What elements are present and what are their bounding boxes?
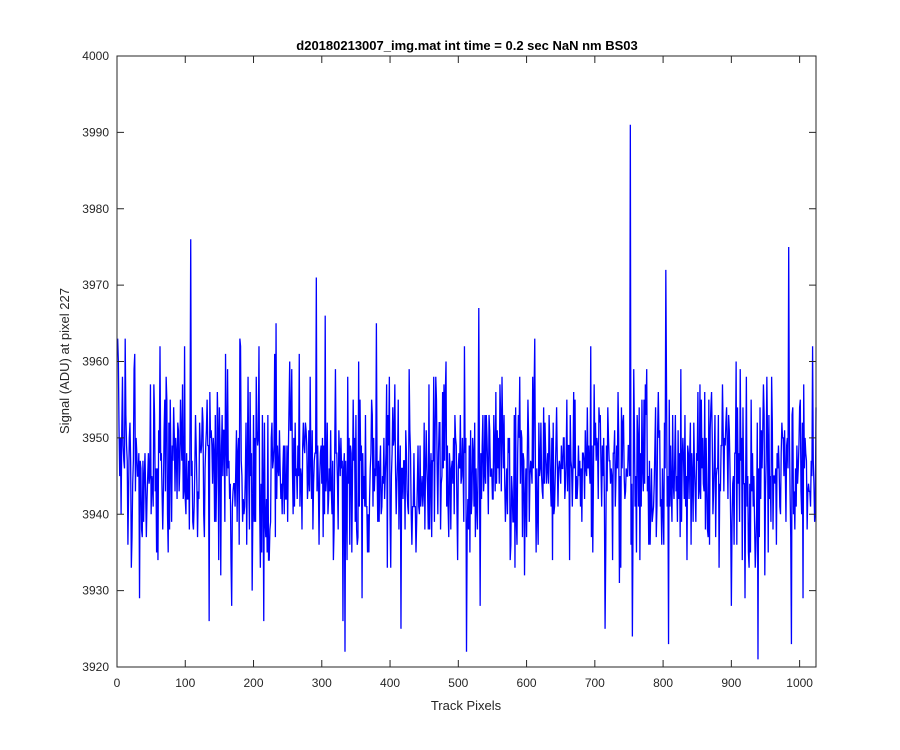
y-tick-label: 3920 [82,660,109,674]
series-layer [117,124,817,660]
y-tick-label: 3960 [82,355,109,369]
y-axis-label: Signal (ADU) at pixel 227 [57,288,72,434]
x-tick-label: 300 [312,676,332,690]
x-tick-label: 200 [244,676,264,690]
signal-series-line [117,124,817,660]
x-axis-label: Track Pixels [431,698,502,713]
x-tick-label: 900 [721,676,741,690]
x-tick-label: 700 [585,676,605,690]
x-tick-label: 800 [653,676,673,690]
y-tick-label: 3990 [82,125,109,139]
y-tick-label: 3970 [82,278,109,292]
y-tick-label: 3950 [82,431,109,445]
x-tick-label: 0 [114,676,121,690]
x-tick-label: 100 [175,676,195,690]
plot-area: 0 100 200 300 400 500 600 700 800 900 1000 3920 393… [82,49,817,690]
x-tick-label: 600 [517,676,537,690]
chart-title: d20180213007_img.mat int time = 0.2 sec … [296,38,637,53]
x-tick-label: 1000 [786,676,813,690]
y-tick-label: 4000 [82,49,109,63]
x-tick-label: 500 [448,676,468,690]
y-tick-label: 3930 [82,584,109,598]
x-tick-label: 400 [380,676,400,690]
y-axis: 3920 3930 3940 3950 3960 3970 3980 3990 4000 [82,49,816,674]
y-tick-label: 3980 [82,202,109,216]
y-tick-label: 3940 [82,507,109,521]
x-axis: 0 100 200 300 400 500 600 700 800 900 1000 [114,56,813,690]
